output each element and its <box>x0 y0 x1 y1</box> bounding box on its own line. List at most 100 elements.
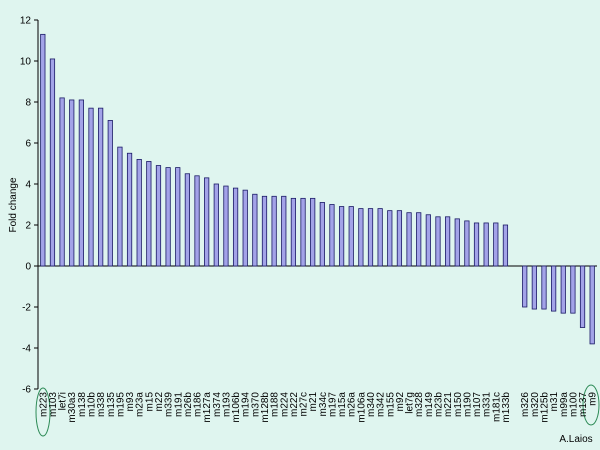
bar <box>435 216 441 267</box>
x-tick-label: m15a <box>337 392 348 417</box>
bar <box>589 265 595 345</box>
x-tick-label: m197 <box>327 392 338 417</box>
bar <box>329 204 335 267</box>
x-tick-label: m191 <box>173 392 184 417</box>
y-tick-label: 8 <box>25 98 31 109</box>
bar <box>541 265 547 310</box>
x-tick-label: m106b <box>231 392 242 423</box>
x-tick-label: m31 <box>549 392 560 412</box>
x-tick-label: m150 <box>453 392 464 417</box>
x-tick-label: m26b <box>183 392 194 417</box>
x-tick-label: m93 <box>125 392 136 412</box>
x-tick-label: m125b <box>539 392 550 423</box>
y-axis-label: Fold change <box>8 177 19 232</box>
bar <box>98 107 104 267</box>
x-tick-label: m127a <box>202 392 213 423</box>
x-tick-label: m23b <box>433 392 444 417</box>
y-tick-label: 6 <box>25 139 31 150</box>
x-tick-label: m188 <box>270 392 281 417</box>
x-tick-label: m338 <box>96 392 107 417</box>
x-tick-label: m224 <box>279 392 290 417</box>
x-tick-label: m100 <box>568 392 579 417</box>
x-tick-label: m27c <box>299 392 310 416</box>
x-tick-label: m370 <box>250 392 261 417</box>
bar <box>88 107 94 267</box>
y-tick-label: -2 <box>22 303 31 314</box>
bar <box>261 195 268 267</box>
x-tick-label: m135 <box>106 392 117 417</box>
bar <box>59 97 65 267</box>
bar <box>40 33 46 267</box>
bar <box>290 197 297 267</box>
highlight-ellipse <box>35 387 51 437</box>
bar <box>522 265 528 308</box>
bar <box>464 220 470 267</box>
bar <box>319 202 325 267</box>
x-tick-label: m193 <box>221 392 232 417</box>
bar <box>242 189 248 267</box>
x-tick-label: m9 <box>588 392 599 406</box>
x-tick-label: m22 <box>154 392 165 412</box>
bar <box>493 222 499 267</box>
x-tick-label: m186 <box>193 392 204 417</box>
y-tick-label: 4 <box>25 180 31 191</box>
x-tick-label: m15 <box>144 392 155 412</box>
bar <box>445 216 451 267</box>
bar <box>406 212 412 267</box>
bar <box>204 177 210 267</box>
x-tick-label: m190 <box>462 392 473 417</box>
bar <box>69 99 75 267</box>
x-tick-label: m21 <box>308 392 319 412</box>
bar <box>416 212 422 267</box>
x-tick-label: m222 <box>289 392 300 417</box>
x-tick-label: m340 <box>366 392 377 417</box>
bar <box>271 195 277 267</box>
bar <box>126 152 133 267</box>
bar <box>223 185 229 267</box>
bar <box>78 99 84 267</box>
bar <box>425 214 431 267</box>
bar <box>338 206 345 267</box>
bar <box>348 206 354 267</box>
bar <box>107 120 113 267</box>
x-tick-label: m181c <box>491 392 502 422</box>
bar <box>49 58 56 267</box>
x-tick-label: let7g <box>405 392 416 414</box>
x-tick-label: m34c <box>318 392 329 416</box>
x-tick-label: m221 <box>443 392 454 417</box>
bar <box>232 187 239 267</box>
bar <box>136 158 142 267</box>
bar <box>175 167 181 267</box>
highlight-ellipse <box>582 384 600 426</box>
bar <box>570 265 576 314</box>
x-tick-label: m23a <box>135 392 146 417</box>
x-tick-label: m155 <box>385 392 396 417</box>
y-tick-label: 2 <box>25 221 31 232</box>
bar <box>310 197 316 267</box>
x-tick-label: m137 <box>578 392 589 417</box>
y-tick-label: 12 <box>20 16 32 27</box>
x-tick-label: m223 <box>38 392 49 417</box>
x-tick-label: let7i <box>58 392 69 410</box>
bar <box>377 208 383 267</box>
x-tick-label: m103 <box>48 392 59 417</box>
y-tick-label: -4 <box>22 344 31 355</box>
x-tick-label: m107 <box>472 392 483 417</box>
bar <box>367 208 374 267</box>
x-tick-label: m149 <box>424 392 435 417</box>
y-tick-label: -6 <box>22 385 31 396</box>
y-tick-label: 0 <box>25 262 31 273</box>
x-tick-label: m26a <box>347 392 358 417</box>
x-tick-label: m106a <box>356 392 367 423</box>
x-tick-label: m331 <box>482 392 493 417</box>
x-tick-label: m374 <box>212 392 223 417</box>
bar <box>579 265 586 328</box>
x-tick-label: m328 <box>414 392 425 417</box>
bar <box>213 183 219 267</box>
bar <box>117 146 123 267</box>
y-tick-label: 10 <box>20 57 32 68</box>
annotation: A.Laios <box>559 434 592 445</box>
x-tick-label: m92 <box>395 392 406 412</box>
bar <box>387 210 393 267</box>
